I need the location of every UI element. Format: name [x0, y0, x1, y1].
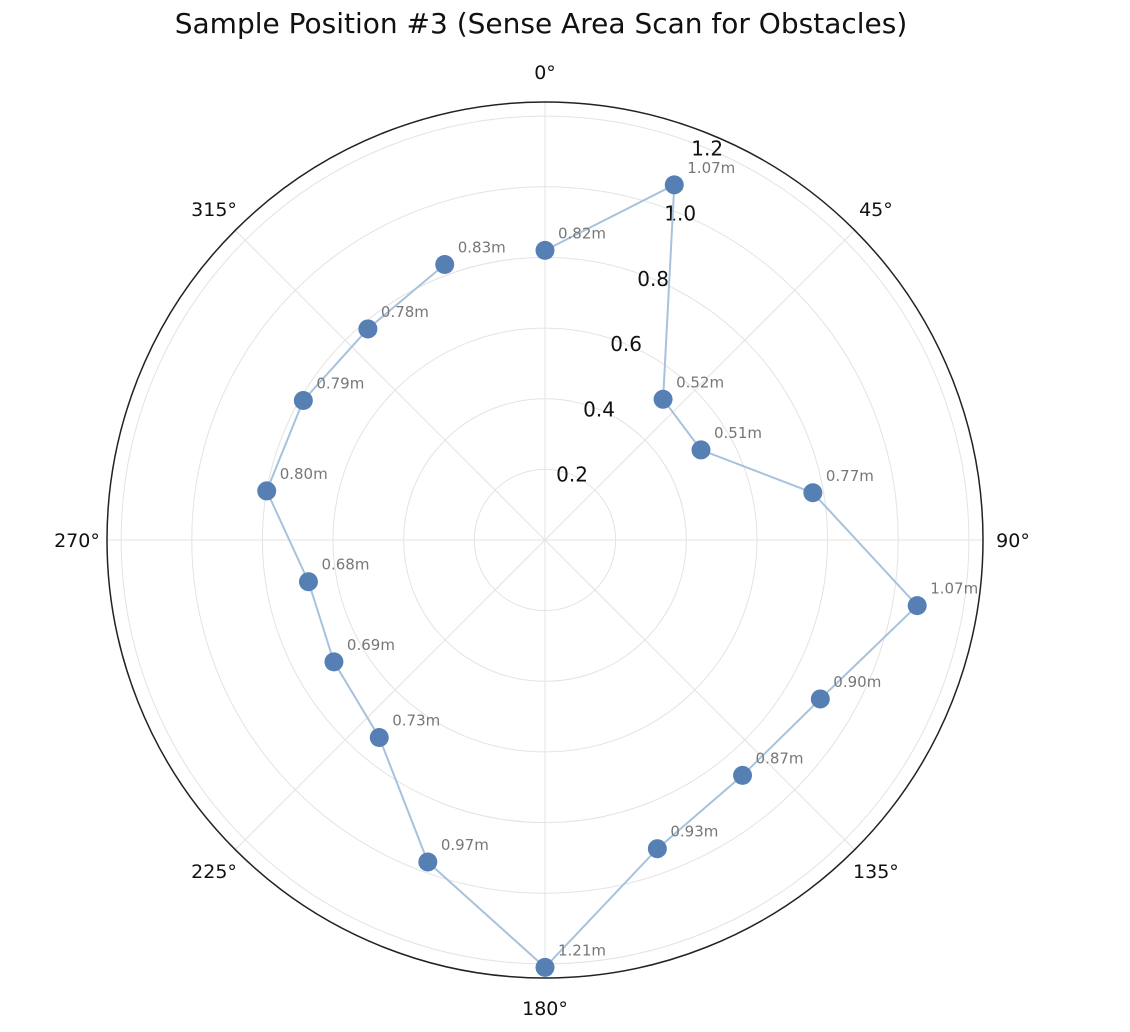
data-point	[653, 389, 673, 409]
data-point	[358, 319, 378, 339]
series-line	[265, 183, 919, 969]
radial-tick-label: 1.2	[691, 136, 723, 160]
data-point	[803, 483, 823, 503]
angular-gridline	[234, 229, 546, 541]
angle-tick-label: 0°	[534, 62, 556, 84]
angle-tick-label: 270°	[54, 530, 100, 552]
data-point-label: 0.83m	[458, 239, 506, 257]
data-point-label: 1.07m	[930, 580, 978, 598]
data-points	[257, 175, 927, 977]
angular-gridline	[544, 539, 856, 851]
angle-tick-label: 135°	[853, 861, 899, 883]
data-point-label: 0.51m	[714, 424, 762, 442]
angle-tick-label: 225°	[191, 861, 237, 883]
data-point	[664, 175, 684, 195]
angular-gridline	[234, 539, 546, 851]
angle-tick-label: 45°	[859, 199, 893, 221]
radial-tick-label: 0.2	[556, 463, 588, 487]
data-point-label: 0.80m	[280, 465, 328, 483]
polar-frame	[106, 101, 984, 979]
data-point	[535, 240, 555, 260]
data-point-label: 1.21m	[558, 941, 606, 959]
radial-tick-label: 0.4	[583, 397, 615, 421]
angular-gridline	[544, 229, 856, 541]
data-point-labels: 0.82m 1.07m 0.52m 0.51m 0.77m 1.07m 0.90m 0.87m…	[280, 159, 979, 960]
data-point-label: 1.07m	[687, 159, 735, 177]
angle-tick-label: 315°	[191, 199, 237, 221]
data-point	[298, 572, 318, 592]
data-point-label: 0.87m	[756, 749, 804, 767]
chart-title: Sample Position #3 (Sense Area Scan for …	[175, 7, 908, 40]
data-point-label: 0.82m	[558, 224, 606, 242]
data-point-label: 0.77m	[826, 467, 874, 485]
data-point	[733, 765, 753, 785]
data-point-label: 0.78m	[381, 303, 429, 321]
data-point-label: 0.93m	[670, 823, 718, 841]
data-point-label: 0.79m	[316, 374, 364, 392]
data-point	[369, 728, 389, 748]
data-point	[324, 652, 344, 672]
radial-tick-label: 1.0	[664, 202, 696, 226]
angle-tick-labels: 0° 45° 90° 135° 180° 225° 270° 315°	[54, 62, 1030, 1020]
data-point-label: 0.69m	[347, 636, 395, 654]
data-point-label: 0.52m	[676, 373, 724, 391]
data-point	[293, 390, 313, 410]
polar-grid	[107, 102, 983, 978]
angle-tick-label: 90°	[996, 530, 1030, 552]
angle-tick-label: 180°	[522, 998, 568, 1020]
data-point-label: 0.68m	[321, 556, 369, 574]
data-point	[418, 852, 438, 872]
data-point	[810, 689, 830, 709]
data-point	[907, 596, 927, 616]
data-point	[435, 255, 455, 275]
data-point-label: 0.73m	[392, 712, 440, 730]
data-point-label: 0.97m	[441, 836, 489, 854]
radial-tick-label: 0.6	[610, 332, 642, 356]
data-point	[647, 839, 667, 859]
data-point	[691, 440, 711, 460]
radial-tick-label: 0.8	[637, 267, 669, 291]
data-point	[257, 481, 277, 501]
radial-tick-labels: 0.2 0.4 0.6 0.8 1.0 1.2	[556, 136, 723, 486]
data-point	[535, 957, 555, 977]
data-point-label: 0.90m	[833, 673, 881, 691]
